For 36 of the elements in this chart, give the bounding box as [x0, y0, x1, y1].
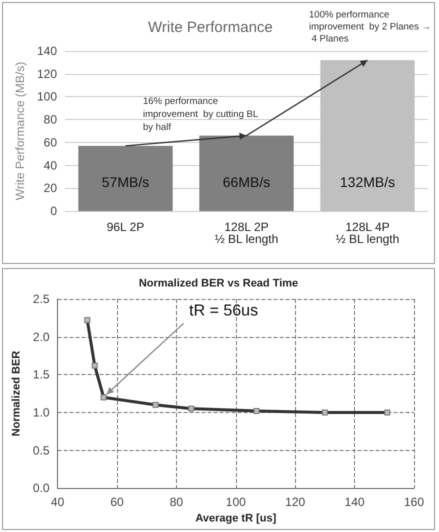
- data-label: 57MB/s: [102, 174, 150, 190]
- x-tick-label: 140: [344, 495, 365, 510]
- x-tick-label: 96L 2P: [106, 220, 144, 234]
- x-tick-label: 80: [170, 495, 184, 510]
- x-tick-label: 100: [226, 495, 246, 510]
- y-tick-label: 40: [44, 158, 58, 172]
- y-axis-title: Normalized BER: [10, 350, 22, 436]
- y-tick-label: 0: [50, 204, 58, 218]
- text: 100% performance improvement by 2 Planes → 4 Planes: [309, 10, 431, 44]
- x-axis-title: Average tR [us]: [195, 512, 277, 524]
- y-tick-label: 140: [36, 44, 58, 58]
- chart-title: Write Performance: [148, 19, 273, 36]
- annotation: tR = 56us: [189, 302, 258, 320]
- y-tick-label: 1.5: [32, 368, 50, 382]
- chart-title: Normalized BER vs Read Time: [138, 278, 298, 290]
- y-tick-label: 0.0: [32, 481, 50, 496]
- y-tick-label: 1.0: [32, 405, 50, 420]
- x-tick-label: 160: [404, 495, 424, 510]
- data-label: 132MB/s: [340, 174, 396, 190]
- x-tick-label: 128L 4P ½ BL length: [336, 220, 400, 246]
- annotation: 16% performance improvement by cutting BL by half: [143, 96, 260, 133]
- y-tick-label: 20: [44, 181, 58, 196]
- y-tick-label: 100: [36, 90, 58, 104]
- x-tick-label: 120: [285, 495, 306, 510]
- y-tick-label: 2.5: [32, 292, 50, 306]
- y-tick-label: 2.0: [32, 330, 50, 344]
- bar: [199, 136, 294, 211]
- y-tick-label: 0.5: [32, 443, 50, 458]
- data-label: 66MB/s: [222, 174, 270, 190]
- bar: [78, 146, 173, 211]
- y-tick-label: 80: [44, 112, 58, 127]
- x-tick-label: 128L 2P ½ BL length: [214, 220, 278, 246]
- x-tick-label: 60: [110, 495, 124, 510]
- y-tick-label: 60: [44, 135, 58, 150]
- y-tick-label: 120: [36, 66, 58, 81]
- y-axis-title: Write Performance (MB/s): [13, 62, 28, 200]
